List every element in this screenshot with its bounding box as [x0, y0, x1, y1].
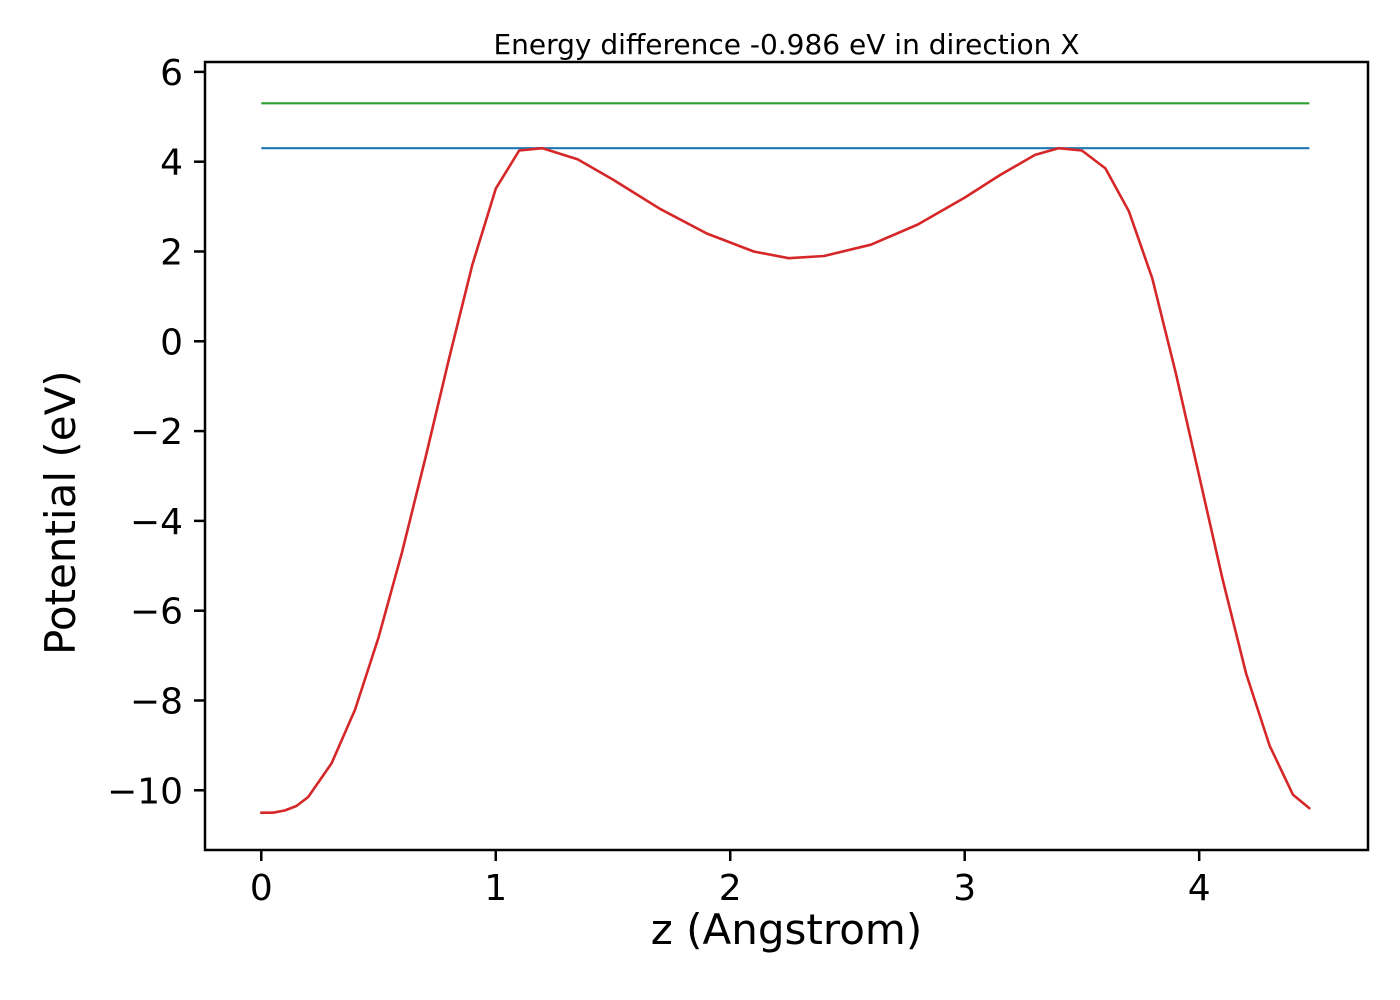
y-tick-label: −8: [130, 681, 183, 722]
x-tick-label: 2: [719, 868, 742, 909]
y-tick-label: 2: [160, 232, 183, 273]
x-tick-label: 4: [1188, 868, 1211, 909]
y-tick-label: −6: [130, 592, 183, 633]
y-tick-label: −2: [130, 412, 183, 453]
y-axis-label: Potential (eV): [36, 370, 85, 655]
y-tick-label: −10: [107, 771, 183, 812]
chart-title: Energy difference -0.986 eV in direction…: [493, 28, 1080, 61]
axes-box: [203, 60, 1370, 852]
x-tick-label: 3: [953, 868, 976, 909]
y-tick-label: 4: [160, 143, 183, 184]
y-tick-label: 6: [160, 53, 183, 94]
y-tick-label: 0: [160, 322, 183, 363]
y-tick-label: −4: [130, 502, 183, 543]
potential-curve-line: [260, 146, 1311, 814]
x-tick-label: 0: [250, 868, 273, 909]
x-tick-label: 1: [484, 868, 507, 909]
x-axis-label: z (Angstrom): [650, 905, 923, 954]
